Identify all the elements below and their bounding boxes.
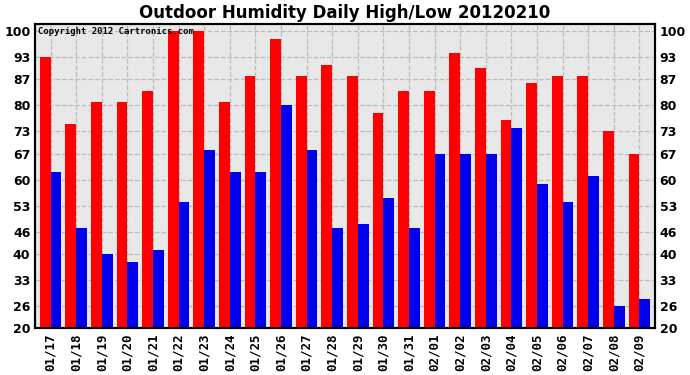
Bar xyxy=(66,124,76,328)
Bar xyxy=(102,254,112,328)
Bar xyxy=(322,64,332,328)
Bar xyxy=(398,91,409,328)
Bar xyxy=(255,172,266,328)
Bar xyxy=(204,150,215,328)
Bar xyxy=(296,76,306,328)
Bar xyxy=(460,154,471,328)
Bar xyxy=(424,91,435,328)
Bar xyxy=(142,91,153,328)
Bar xyxy=(475,68,486,328)
Bar xyxy=(384,198,394,328)
Bar xyxy=(306,150,317,328)
Bar xyxy=(640,299,650,328)
Text: Copyright 2012 Cartronics.com: Copyright 2012 Cartronics.com xyxy=(39,27,195,36)
Bar xyxy=(409,228,420,328)
Bar xyxy=(562,202,573,328)
Bar xyxy=(347,76,358,328)
Bar xyxy=(91,102,102,328)
Bar xyxy=(40,57,50,328)
Bar xyxy=(168,31,179,328)
Bar xyxy=(281,105,292,328)
Bar xyxy=(511,128,522,328)
Bar xyxy=(230,172,241,328)
Bar xyxy=(219,102,230,328)
Bar xyxy=(117,102,128,328)
Bar xyxy=(537,183,548,328)
Bar xyxy=(128,262,138,328)
Title: Outdoor Humidity Daily High/Low 20120210: Outdoor Humidity Daily High/Low 20120210 xyxy=(139,4,551,22)
Bar xyxy=(486,154,497,328)
Bar xyxy=(578,76,588,328)
Bar xyxy=(552,76,562,328)
Bar xyxy=(76,228,87,328)
Bar xyxy=(435,154,445,328)
Bar xyxy=(245,76,255,328)
Bar xyxy=(50,172,61,328)
Bar xyxy=(501,120,511,328)
Bar xyxy=(373,113,384,328)
Bar xyxy=(614,306,624,328)
Bar xyxy=(153,251,164,328)
Bar xyxy=(449,54,460,328)
Bar xyxy=(270,39,281,328)
Bar xyxy=(179,202,189,328)
Bar xyxy=(358,224,368,328)
Bar xyxy=(193,31,204,328)
Bar xyxy=(588,176,599,328)
Bar xyxy=(629,154,640,328)
Bar xyxy=(332,228,343,328)
Bar xyxy=(526,83,537,328)
Bar xyxy=(603,132,614,328)
